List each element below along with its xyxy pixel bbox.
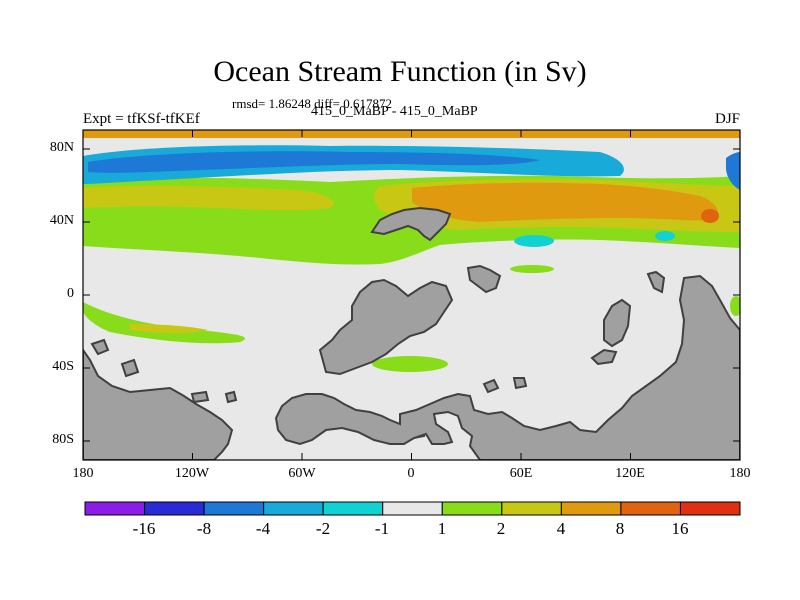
lat-label-40s: 40S xyxy=(52,359,74,374)
season-label: DJF xyxy=(714,111,740,127)
positive-tongue-south xyxy=(83,302,246,344)
colorbar-box xyxy=(441,501,503,516)
negative-blob xyxy=(655,231,675,241)
colorbar-label: 2 xyxy=(496,519,506,538)
colorbar-box xyxy=(144,501,205,516)
lon-label-120w: 120W xyxy=(174,466,210,481)
negative-blob xyxy=(514,235,554,247)
positive-band-orange xyxy=(412,182,719,222)
land-southwest-continent xyxy=(83,348,234,460)
land-island xyxy=(646,270,666,294)
lon-label-60e: 60E xyxy=(509,466,533,481)
colorbar-label: -1 xyxy=(374,519,390,538)
plot-title: Ocean Stream Function (in Sv) xyxy=(213,55,587,88)
lon-label-120e: 120E xyxy=(615,466,645,481)
positive-band-yellow-west xyxy=(83,185,334,211)
colorbar-label: -2 xyxy=(315,519,331,538)
colorbar-label: -4 xyxy=(255,519,271,538)
lon-ticks xyxy=(82,130,741,460)
lat-label-80n: 80N xyxy=(49,140,74,155)
colorbar-box xyxy=(203,501,265,516)
positive-core-red xyxy=(701,209,719,223)
colorbar-box xyxy=(84,501,146,516)
positive-blob xyxy=(730,296,740,316)
subtitle: 415_0_MaBP - 415_0_MaBP xyxy=(311,104,478,119)
negative-band-core xyxy=(88,151,540,173)
map-field xyxy=(83,130,740,460)
lon-label-60w: 60W xyxy=(288,466,316,481)
colorbar-label: 4 xyxy=(556,519,566,538)
land-island xyxy=(190,390,210,404)
positive-tongue-yellow xyxy=(130,324,208,333)
lon-label-0: 0 xyxy=(407,466,415,481)
lat-label-0: 0 xyxy=(67,286,74,301)
land-island xyxy=(224,390,238,404)
colorbar-box xyxy=(560,501,622,516)
land-southeast-continent xyxy=(274,274,740,460)
lon-label-180w: 180 xyxy=(72,466,94,481)
lat-ticks xyxy=(83,148,740,442)
colorbar-label: 1 xyxy=(437,519,447,538)
negative-band-east xyxy=(726,152,740,190)
colorbar-box xyxy=(620,501,681,516)
colorbar-box xyxy=(263,501,324,516)
experiment-label: Expt = tfKSf-tfKEf xyxy=(83,111,200,127)
land-north-continent xyxy=(370,206,452,242)
colorbar-box xyxy=(382,501,443,516)
colorbar-label: 16 xyxy=(671,519,689,538)
colorbar-box xyxy=(322,501,384,516)
colorbar-label: -8 xyxy=(196,519,212,538)
land-island xyxy=(466,264,502,294)
colorbar xyxy=(84,501,741,516)
land-island xyxy=(603,298,632,348)
colorbar-label: 8 xyxy=(615,519,625,538)
land-island xyxy=(90,338,110,356)
land-island xyxy=(512,377,528,390)
land-island xyxy=(120,358,140,378)
positive-blob xyxy=(372,356,448,372)
land-island xyxy=(482,378,500,394)
lat-label-80s: 80S xyxy=(52,432,74,447)
colorbar-label: -16 xyxy=(132,519,156,538)
positive-blob xyxy=(510,265,554,273)
lat-label-40n: 40N xyxy=(49,213,74,228)
colorbar-box xyxy=(501,501,562,516)
land-island xyxy=(590,348,618,366)
land-masses xyxy=(83,206,740,460)
land-central-continent xyxy=(318,278,454,376)
colorbar-box xyxy=(679,501,741,516)
lon-label-180e: 180 xyxy=(729,466,751,481)
stats-line: rmsd= 1.86248 diff= 0.617872 xyxy=(232,96,392,111)
